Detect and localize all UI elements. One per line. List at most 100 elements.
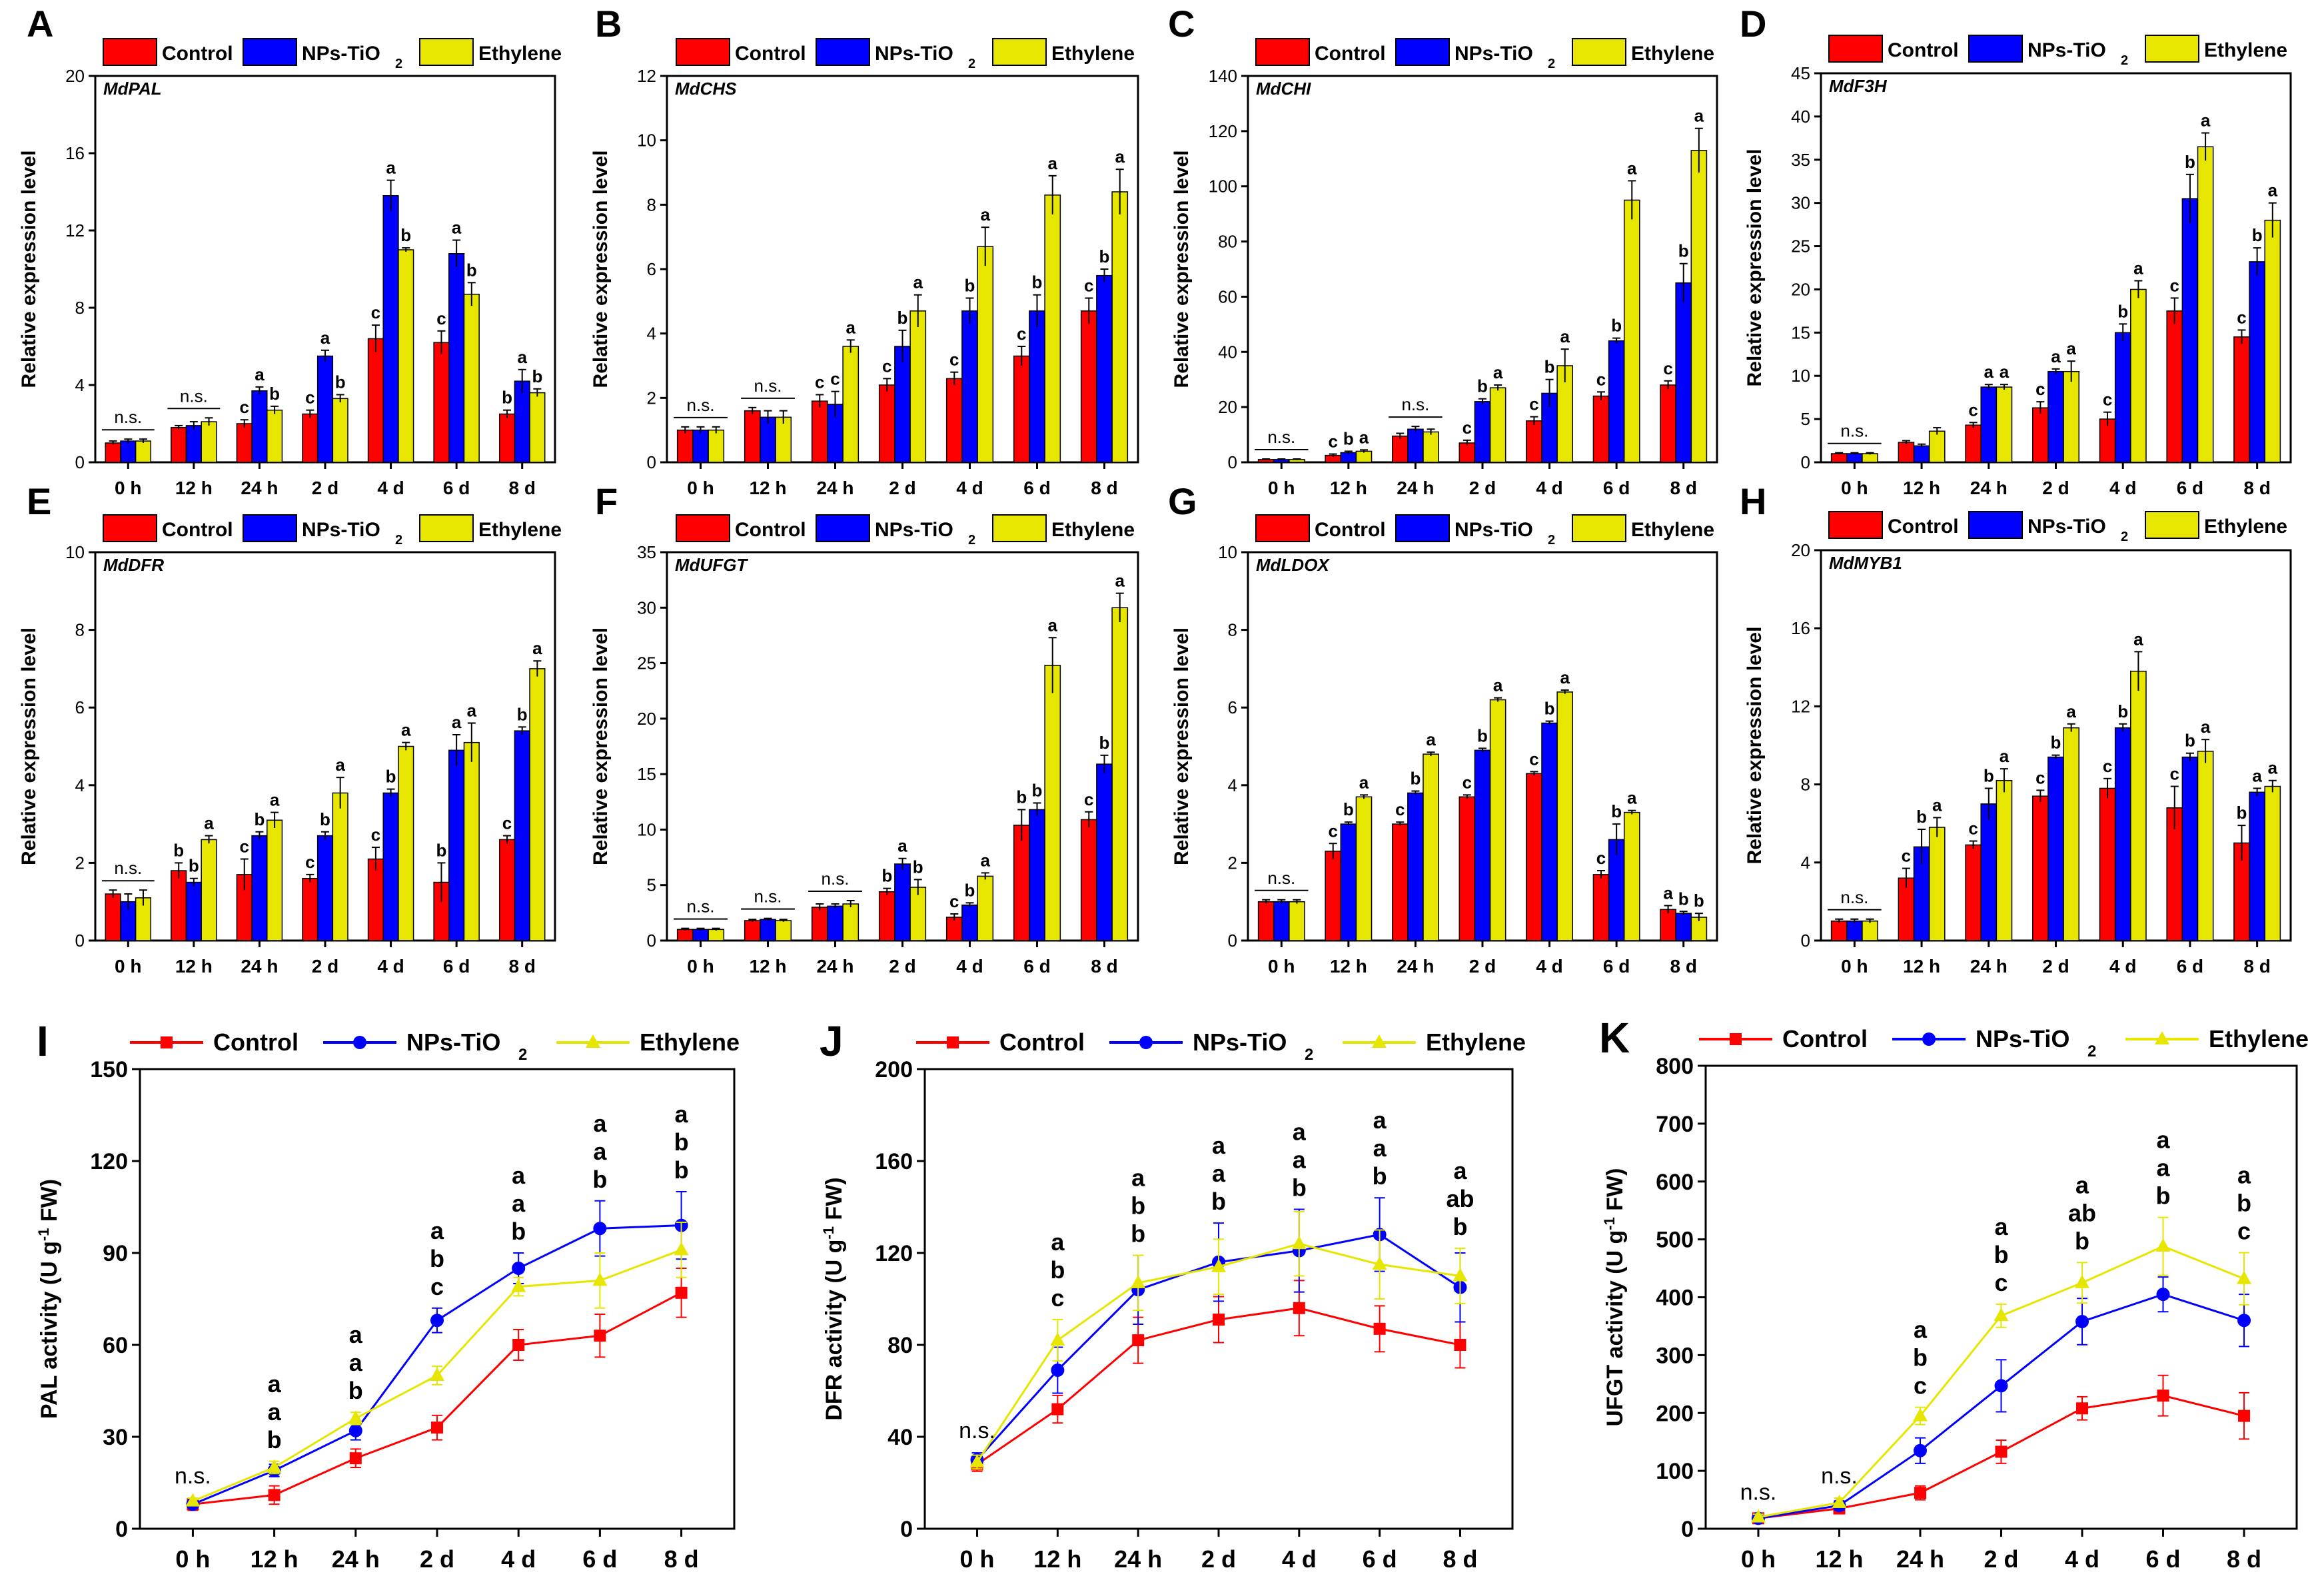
- significance-letter: a: [517, 347, 527, 367]
- y-tick-label: 10: [1791, 366, 1810, 386]
- x-tick-label: 6 d: [1603, 956, 1630, 977]
- bar-nps-tio2: [185, 425, 202, 463]
- significance-letter: b: [386, 767, 396, 787]
- bar-nps-tio2: [1029, 310, 1045, 463]
- bar-ethylene: [977, 246, 994, 463]
- significance-letter: a: [1493, 362, 1503, 382]
- legend-label: Control: [162, 519, 233, 541]
- legend-label: NPs-TiO: [302, 519, 380, 541]
- y-tick-label: 0: [647, 452, 656, 472]
- y-tick-label: 160: [875, 1149, 913, 1174]
- y-tick-label: 4: [75, 775, 85, 795]
- x-tick-label: 0 h: [1268, 478, 1295, 498]
- significance-letter: b: [1131, 1192, 1145, 1219]
- bar-nps-tio2: [2249, 261, 2265, 463]
- x-tick-label: 6 d: [2146, 1545, 2181, 1573]
- significance-letter: b: [1099, 246, 1110, 266]
- data-point-nps-tio2: [1994, 1379, 2008, 1393]
- bar-control: [945, 917, 963, 941]
- bar-ethylene: [1423, 753, 1439, 941]
- chart-panel-B: B MdCHS 0 2 4 6 8 10 12 Relative expression level…: [590, 3, 1139, 498]
- significance-letter: b: [1611, 316, 1622, 336]
- y-tick-label: 600: [1656, 1170, 1694, 1195]
- bar-ethylene: [1623, 199, 1640, 463]
- x-tick-label: 2 d: [1984, 1545, 2018, 1573]
- bar-nps-tio2: [251, 390, 268, 463]
- significance-letter: b: [674, 1156, 689, 1184]
- legend-label: Ethylene: [1631, 519, 1714, 541]
- data-point-control: [594, 1330, 606, 1342]
- significance-letter: b: [2117, 701, 2128, 721]
- significance-letter: a: [593, 1138, 607, 1165]
- bar-nps-tio2: [448, 749, 465, 941]
- bar-nps-tio2: [894, 863, 911, 941]
- bar-control: [2166, 310, 2183, 463]
- y-axis-label: Relative expression level: [1171, 151, 1193, 388]
- legend-swatch: [1395, 38, 1450, 66]
- legend-label-subscript: 2: [1305, 1046, 1313, 1064]
- data-point-control: [1373, 1322, 1386, 1335]
- x-tick-label: 2 d: [420, 1545, 454, 1573]
- bar-nps-tio2: [1029, 809, 1045, 941]
- bar-nps-tio2: [2047, 370, 2064, 463]
- x-tick-label: 8 d: [1670, 478, 1696, 498]
- significance-letter: a: [335, 755, 345, 775]
- y-tick-label: 5: [1801, 409, 1810, 429]
- significance-letter: a: [1359, 427, 1369, 447]
- bar-nps-tio2: [1675, 913, 1692, 941]
- x-tick-label: 24 h: [241, 956, 278, 977]
- x-tick-label: 6 d: [1023, 956, 1050, 977]
- data-point-ethylene: [592, 1272, 608, 1286]
- significance-letter: b: [1032, 272, 1043, 292]
- ns-label: n.s.: [754, 887, 782, 907]
- bar-ethylene: [1623, 811, 1640, 941]
- bar-nps-tio2: [514, 730, 530, 941]
- x-tick-label: 2 d: [889, 956, 915, 977]
- data-point-nps-tio2: [430, 1314, 444, 1328]
- bar-nps-tio2: [2249, 791, 2265, 941]
- x-tick-label: 4 d: [1536, 478, 1562, 498]
- marker-circle: [1922, 1032, 1936, 1046]
- significance-letter: a: [1994, 1213, 2008, 1240]
- significance-letter: a: [467, 701, 477, 721]
- legend-label: Ethylene: [1051, 43, 1135, 65]
- y-tick-label: 120: [90, 1149, 128, 1174]
- chart-panel-A: A MdPAL 0 4 8 12 16 20 Relative expression level…: [18, 3, 556, 498]
- legend-label: NPs-TiO: [1454, 519, 1533, 541]
- bar-ethylene: [708, 429, 725, 463]
- y-tick-label: 200: [1656, 1401, 1694, 1426]
- y-tick-label: 8: [1228, 620, 1237, 640]
- bar-ethylene: [201, 839, 217, 941]
- ns-label: n.s.: [822, 869, 850, 889]
- bar-control: [367, 858, 384, 941]
- legend-swatch: [1968, 511, 2023, 539]
- significance-letter: b: [254, 809, 265, 829]
- legend-label: Ethylene: [2209, 1025, 2309, 1052]
- chart-panel-C: C MdCHI 0 20 40 60 80 100 120 140 Relative express…: [1168, 3, 1718, 498]
- significance-letter: b: [320, 809, 330, 829]
- bar-control: [2032, 407, 2049, 463]
- panel-letter: B: [595, 3, 622, 45]
- significance-letter: a: [2201, 717, 2211, 737]
- legend-label: NPs-TiO: [1976, 1025, 2069, 1052]
- significance-letter: a: [268, 1398, 282, 1425]
- legend-K: Control NPs-TiO 2 Ethylene: [1699, 1025, 2309, 1060]
- data-point-ethylene: [1994, 1308, 2009, 1322]
- x-tick-label: 0 h: [687, 478, 714, 498]
- marker-triangle: [2155, 1031, 2169, 1044]
- data-point-control: [1293, 1302, 1305, 1314]
- ns-label: n.s.: [1821, 1463, 1858, 1489]
- significance-letter: b: [466, 260, 477, 280]
- bar-nps-tio2: [120, 440, 137, 463]
- significance-letter: c: [2103, 390, 2112, 410]
- significance-letter: c: [1395, 799, 1405, 819]
- significance-letter: c: [1017, 324, 1026, 344]
- x-tick-label: 6 d: [2177, 956, 2203, 977]
- x-tick-label: 8 d: [1091, 956, 1117, 977]
- y-tick-label: 60: [1218, 286, 1237, 306]
- significance-letter: c: [949, 350, 959, 370]
- x-tick-label: 2 d: [1469, 478, 1496, 498]
- gene-label: MdUFGT: [675, 555, 748, 575]
- significance-letter: b: [436, 840, 447, 860]
